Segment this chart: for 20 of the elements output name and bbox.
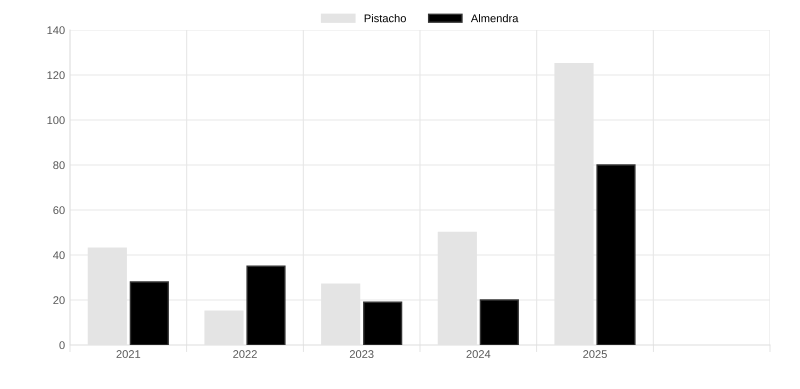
bar bbox=[363, 302, 402, 345]
x-tick-label: 2023 bbox=[350, 350, 374, 358]
y-tick-label: 100 bbox=[47, 116, 65, 124]
bar bbox=[246, 266, 286, 345]
y-tick-label: 80 bbox=[53, 161, 65, 170]
y-tick-label: 20 bbox=[53, 296, 65, 304]
legend-label: Almendra bbox=[470, 14, 518, 22]
bar bbox=[130, 281, 169, 345]
y-tick-label: 40 bbox=[53, 251, 65, 260]
x-tick-label: 2021 bbox=[116, 350, 140, 358]
y-tick-label: 0 bbox=[59, 341, 65, 350]
y-tick-label: 140 bbox=[47, 26, 65, 34]
x-tick-label: 2024 bbox=[466, 350, 490, 358]
x-tick-label: 2025 bbox=[583, 350, 607, 358]
x-tick-label: 2022 bbox=[233, 350, 257, 358]
bar bbox=[480, 299, 519, 345]
y-tick-label: 60 bbox=[53, 206, 65, 214]
y-tick-label: 120 bbox=[47, 71, 65, 80]
bar bbox=[596, 164, 636, 345]
legend-label: Pistacho bbox=[364, 14, 406, 22]
